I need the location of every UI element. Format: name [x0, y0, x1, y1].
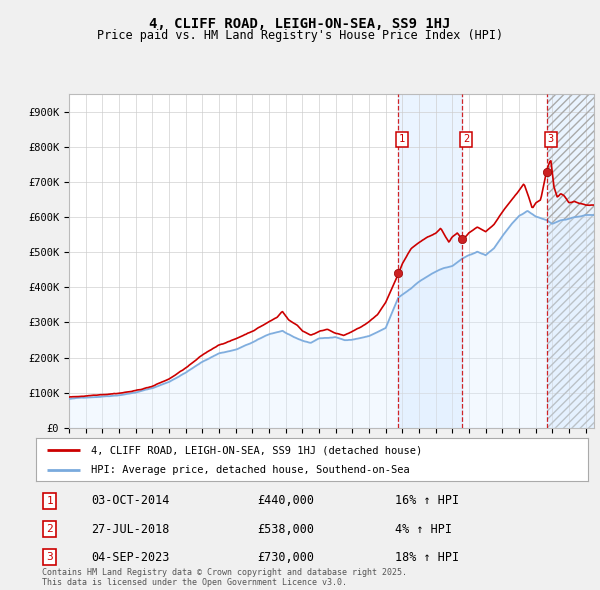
Text: 16% ↑ HPI: 16% ↑ HPI — [395, 494, 459, 507]
Text: 2: 2 — [46, 524, 53, 534]
Text: 27-JUL-2018: 27-JUL-2018 — [91, 523, 170, 536]
Text: Price paid vs. HM Land Registry's House Price Index (HPI): Price paid vs. HM Land Registry's House … — [97, 29, 503, 42]
Bar — [547, 94, 594, 428]
Text: 3: 3 — [548, 135, 554, 145]
Text: £538,000: £538,000 — [257, 523, 314, 536]
Text: 4, CLIFF ROAD, LEIGH-ON-SEA, SS9 1HJ (detached house): 4, CLIFF ROAD, LEIGH-ON-SEA, SS9 1HJ (de… — [91, 445, 422, 455]
Text: 3: 3 — [46, 552, 53, 562]
Text: 04-SEP-2023: 04-SEP-2023 — [91, 551, 170, 564]
Bar — [398, 94, 462, 428]
Text: 2: 2 — [463, 135, 469, 145]
Text: This data is licensed under the Open Government Licence v3.0.: This data is licensed under the Open Gov… — [42, 578, 347, 587]
Text: 18% ↑ HPI: 18% ↑ HPI — [395, 551, 459, 564]
Text: 03-OCT-2014: 03-OCT-2014 — [91, 494, 170, 507]
Text: Contains HM Land Registry data © Crown copyright and database right 2025.: Contains HM Land Registry data © Crown c… — [42, 568, 407, 577]
Text: £730,000: £730,000 — [257, 551, 314, 564]
Text: £440,000: £440,000 — [257, 494, 314, 507]
Text: 1: 1 — [399, 135, 405, 145]
Text: HPI: Average price, detached house, Southend-on-Sea: HPI: Average price, detached house, Sout… — [91, 466, 410, 475]
Text: 1: 1 — [46, 496, 53, 506]
Bar — [547, 94, 594, 428]
Text: 4% ↑ HPI: 4% ↑ HPI — [395, 523, 452, 536]
Text: 4, CLIFF ROAD, LEIGH-ON-SEA, SS9 1HJ: 4, CLIFF ROAD, LEIGH-ON-SEA, SS9 1HJ — [149, 17, 451, 31]
